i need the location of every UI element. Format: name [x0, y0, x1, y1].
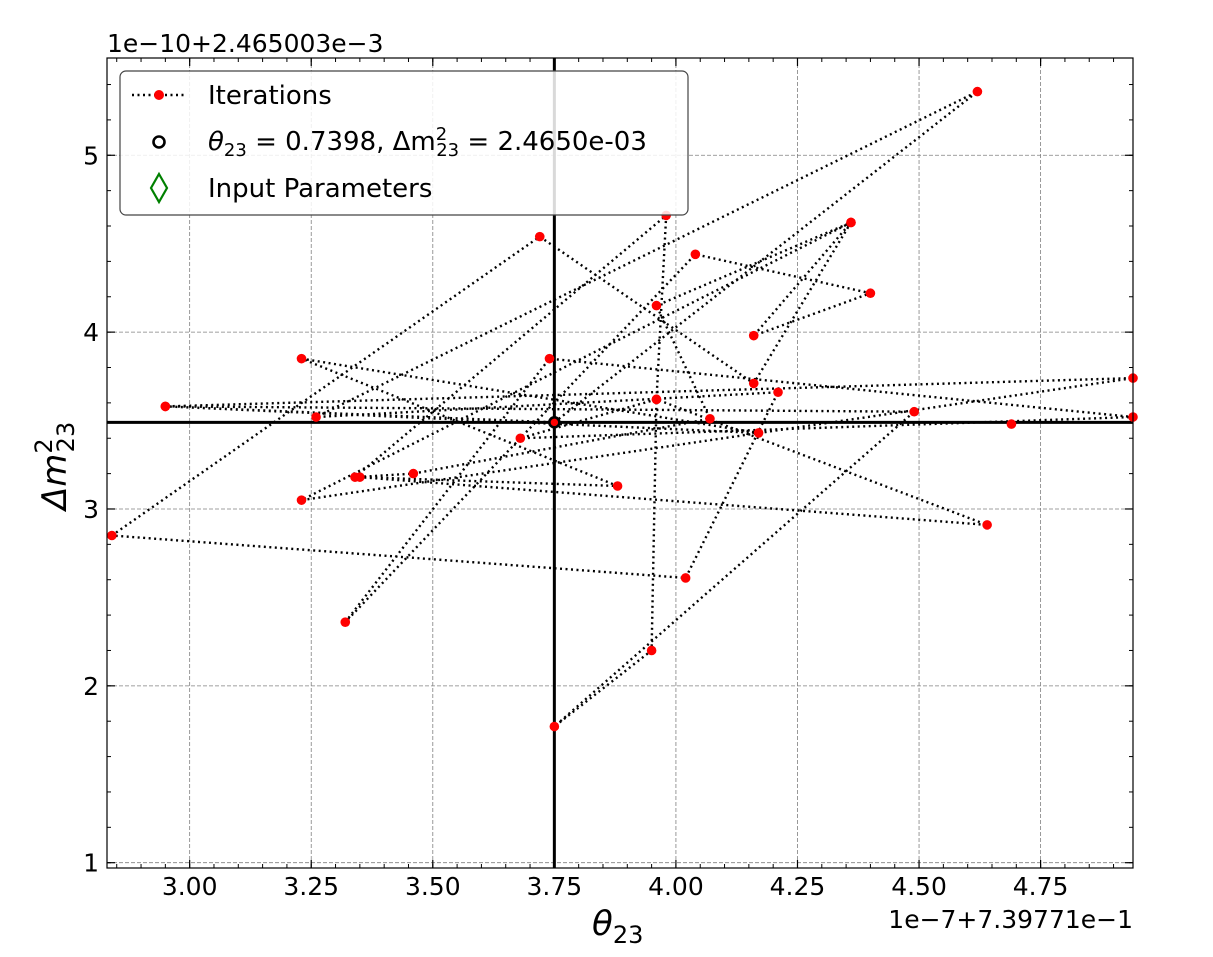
x-axis-label: θ23: [592, 904, 643, 949]
x-offset-text: 1e−7+7.39771e−1: [888, 905, 1133, 934]
legend-best-fit-label: θ23 = 0.7398, Δm2 23 = 2.4650e-03: [208, 124, 647, 161]
iteration-point: [515, 433, 526, 444]
x-tick-label: 4.50: [891, 872, 947, 901]
iteration-point: [160, 401, 171, 412]
iteration-point: [690, 249, 701, 260]
y-tick-label: 5: [83, 141, 99, 170]
iteration-point: [408, 468, 419, 479]
iteration-point: [748, 378, 759, 389]
iteration-point: [846, 217, 856, 228]
iteration-point: [549, 417, 560, 428]
legend-input-diamond-icon: [149, 171, 169, 205]
iteration-point: [748, 330, 759, 341]
iteration-point: [865, 288, 876, 299]
iteration-point: [311, 412, 321, 422]
iteration-point: [773, 387, 783, 398]
iteration-point: [534, 231, 545, 242]
y-tick-label: 3: [83, 495, 99, 524]
iteration-point: [107, 530, 117, 541]
y-tick-label: 2: [83, 672, 99, 701]
x-tick-label: 4.75: [1013, 872, 1069, 901]
iteration-point: [355, 472, 365, 482]
iteration-point: [753, 428, 764, 438]
legend-iterations-marker: [154, 90, 164, 100]
iteration-point: [651, 300, 662, 311]
iteration-point: [612, 481, 623, 491]
x-tick-label: 4.00: [648, 872, 704, 901]
iteration-point: [296, 495, 307, 505]
y-tick-label: 1: [83, 849, 99, 878]
iteration-point: [705, 413, 715, 424]
x-tick-label: 3.00: [162, 872, 218, 901]
legend-input-label: Input Parameters: [208, 174, 432, 204]
iteration-point: [680, 573, 691, 583]
axis-ticks: 3.00 3.25 3.50 3.75 4.00 4.25 4.50 4.75 1 2 3 4 5: [83, 58, 1133, 901]
iteration-point: [909, 406, 919, 417]
iteration-point: [982, 520, 992, 530]
x-tick-label: 4.25: [770, 872, 826, 901]
legend-iterations-label: Iterations: [208, 81, 332, 111]
iteration-point: [646, 645, 657, 656]
x-tick-label: 3.25: [283, 872, 339, 901]
y-offset-text: 1e−10+2.465003e−3: [107, 29, 384, 58]
legend: Iterations θ23 = 0.7398, Δm2 23 = 2.4650e…: [119, 70, 689, 216]
iteration-point: [651, 394, 662, 405]
x-tick-label: 3.50: [405, 872, 461, 901]
legend-box: [119, 70, 689, 216]
x-tick-label: 3.75: [527, 872, 583, 901]
best-fit-marker: [548, 416, 561, 429]
iteration-point: [1006, 419, 1017, 429]
legend-best-fit-marker: [152, 135, 166, 149]
iteration-point: [544, 353, 555, 364]
iteration-point: [549, 721, 560, 732]
y-tick-label: 4: [83, 318, 99, 347]
plot-frame: [106, 57, 1134, 869]
iteration-point: [296, 353, 307, 364]
y-axis-label: Δm223: [30, 422, 80, 513]
iteration-point: [972, 86, 983, 97]
iteration-point: [340, 617, 351, 627]
